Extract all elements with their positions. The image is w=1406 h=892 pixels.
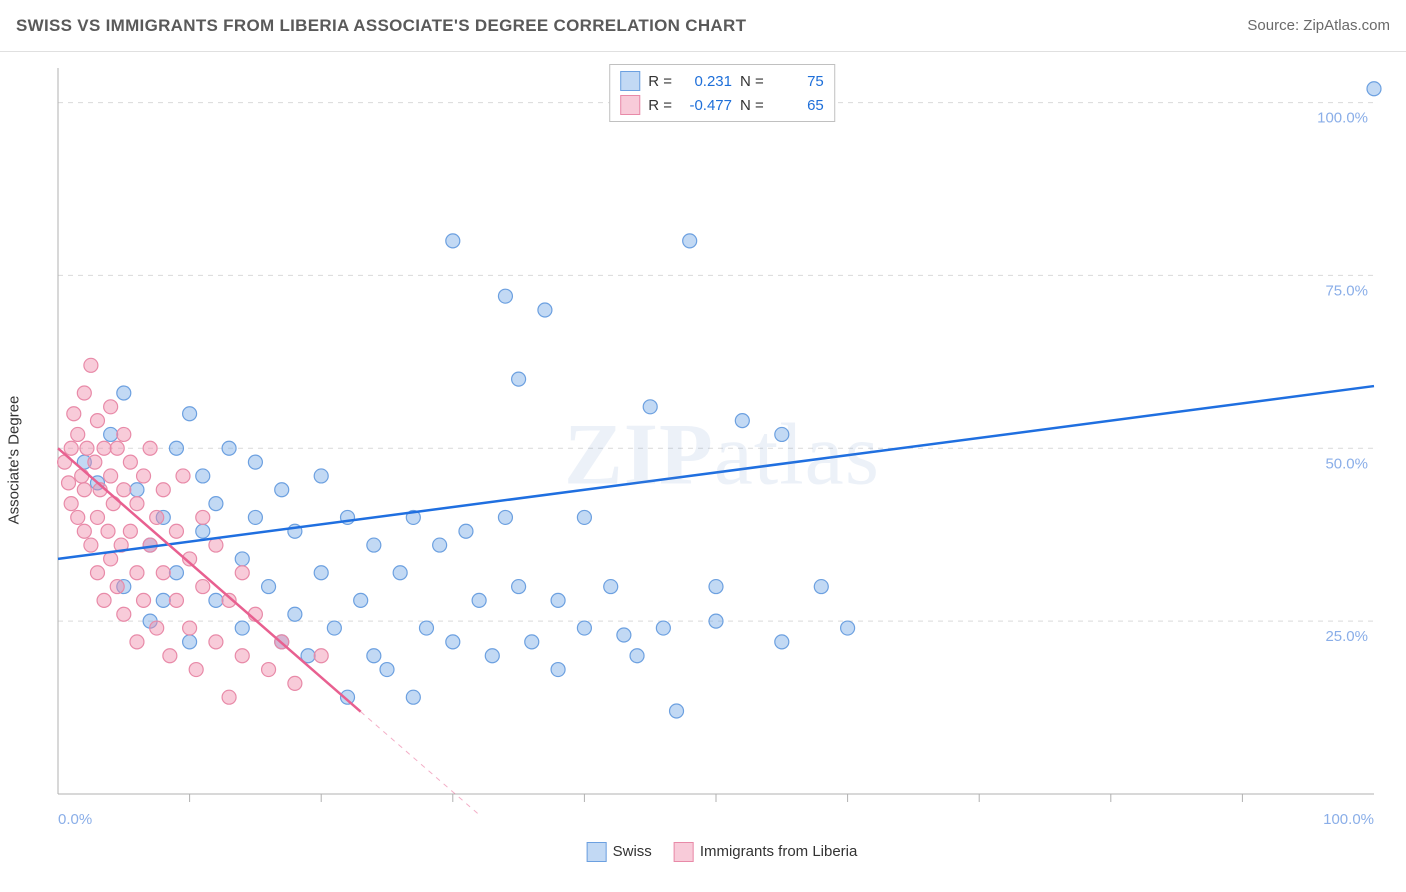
svg-text:0.0%: 0.0% xyxy=(58,811,92,828)
n-label: N = xyxy=(740,73,764,90)
r-label: R = xyxy=(648,97,672,114)
chart-area: Associate's Degree 25.0%50.0%75.0%100.0%… xyxy=(50,60,1394,860)
legend-item-swiss: Swiss xyxy=(587,842,652,862)
svg-text:50.0%: 50.0% xyxy=(1325,455,1368,472)
legend-swatch-liberia xyxy=(674,842,694,862)
svg-text:75.0%: 75.0% xyxy=(1325,282,1368,299)
legend-item-liberia: Immigrants from Liberia xyxy=(674,842,858,862)
legend-row-swiss: R = 0.231 N = 75 xyxy=(620,69,824,93)
chart-title: SWISS VS IMMIGRANTS FROM LIBERIA ASSOCIA… xyxy=(16,16,746,36)
svg-text:25.0%: 25.0% xyxy=(1325,628,1368,645)
n-value-swiss: 75 xyxy=(772,73,824,90)
svg-text:100.0%: 100.0% xyxy=(1323,811,1374,828)
r-value-liberia: -0.477 xyxy=(680,97,732,114)
scatter-plot: 25.0% 50.0% 75.0% 100.0% 0.0% 100.0% xyxy=(50,60,1390,840)
legend-swatch-swiss xyxy=(587,842,607,862)
y-axis-label: Associate's Degree xyxy=(6,396,23,525)
series-legend: Swiss Immigrants from Liberia xyxy=(587,842,858,862)
legend-swatch-swiss xyxy=(620,71,640,91)
n-label: N = xyxy=(740,97,764,114)
legend-label-liberia: Immigrants from Liberia xyxy=(700,843,858,860)
correlation-legend: R = 0.231 N = 75 R = -0.477 N = 65 xyxy=(609,64,835,122)
legend-label-swiss: Swiss xyxy=(613,843,652,860)
svg-text:100.0%: 100.0% xyxy=(1317,110,1368,127)
source-name: ZipAtlas.com xyxy=(1303,17,1390,34)
legend-swatch-liberia xyxy=(620,95,640,115)
r-value-swiss: 0.231 xyxy=(680,73,732,90)
chart-header: SWISS VS IMMIGRANTS FROM LIBERIA ASSOCIA… xyxy=(0,0,1406,52)
n-value-liberia: 65 xyxy=(772,97,824,114)
source-prefix: Source: xyxy=(1247,17,1303,34)
source-attribution: Source: ZipAtlas.com xyxy=(1247,17,1390,34)
r-label: R = xyxy=(648,73,672,90)
legend-row-liberia: R = -0.477 N = 65 xyxy=(620,93,824,117)
